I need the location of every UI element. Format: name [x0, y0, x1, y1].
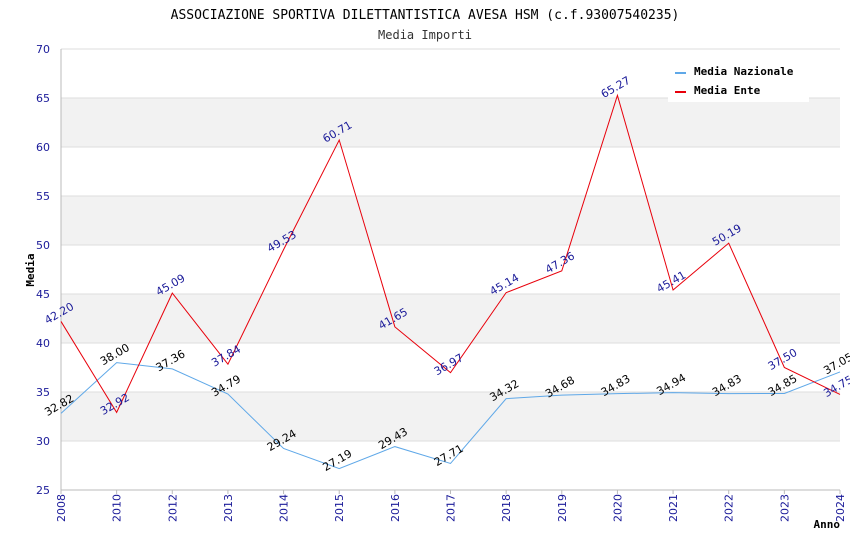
y-tick-label: 50: [36, 239, 50, 252]
band: [61, 98, 840, 147]
x-tick-label: 2024: [834, 494, 847, 522]
legend: Media Nazionale Media Ente: [668, 60, 809, 102]
x-tick-label: 2022: [723, 494, 736, 522]
data-label: 65.27: [599, 74, 633, 101]
y-tick-label: 40: [36, 337, 50, 350]
band: [61, 392, 840, 441]
series-line-1: [60, 93, 841, 414]
data-label: 36.97: [432, 351, 466, 378]
data-label: 47.36: [543, 249, 577, 276]
data-label: 37.50: [766, 346, 800, 373]
x-tick-label: 2010: [111, 494, 124, 522]
x-tick-label: 2017: [445, 494, 458, 522]
series-line-0: [60, 362, 841, 470]
chart-title: ASSOCIAZIONE SPORTIVA DILETTANTISTICA AV…: [171, 8, 680, 23]
legend-box: [668, 60, 809, 102]
legend-entry: Media Nazionale: [694, 65, 794, 78]
x-tick-label: 2008: [55, 494, 68, 522]
x-tick-label: 2013: [222, 494, 235, 522]
y-tick-label: 30: [36, 435, 50, 448]
y-tick-label: 70: [36, 43, 50, 56]
y-axis-label: Media: [24, 253, 37, 286]
x-tick-label: 2023: [778, 494, 791, 522]
x-tick-label: 2020: [611, 494, 624, 522]
data-label: 45.41: [654, 268, 688, 295]
x-tick-label: 2012: [166, 494, 179, 522]
series-lines: [60, 93, 841, 470]
band: [61, 196, 840, 245]
x-tick-labels: 2008 2010 2012 2013 2014 2015 2016 2017 2018 2019…: [55, 490, 847, 522]
x-tick-label: 2016: [389, 494, 402, 522]
y-tick-label: 25: [36, 484, 50, 497]
y-tick-label: 35: [36, 386, 50, 399]
x-tick-label: 2018: [500, 494, 513, 522]
y-tick-label: 60: [36, 141, 50, 154]
x-tick-label: 2021: [667, 494, 680, 522]
data-label: 37.36: [154, 347, 188, 374]
legend-entry: Media Ente: [694, 84, 761, 97]
background-bands: [61, 98, 840, 441]
x-tick-label: 2014: [278, 494, 291, 522]
chart-subtitle: Media Importi: [378, 28, 472, 42]
x-tick-label: 2015: [333, 494, 346, 522]
band: [61, 294, 840, 343]
data-label: 27.19: [321, 447, 355, 474]
data-label: 27.71: [432, 442, 466, 469]
y-tick-labels: 25 30 35 40 45 50 55 60 65 70: [36, 43, 50, 497]
y-tick-label: 55: [36, 190, 50, 203]
y-tick-label: 65: [36, 92, 50, 105]
x-tick-label: 2019: [556, 494, 569, 522]
x-axis-label: Anno: [814, 518, 841, 531]
y-tick-label: 45: [36, 288, 50, 301]
